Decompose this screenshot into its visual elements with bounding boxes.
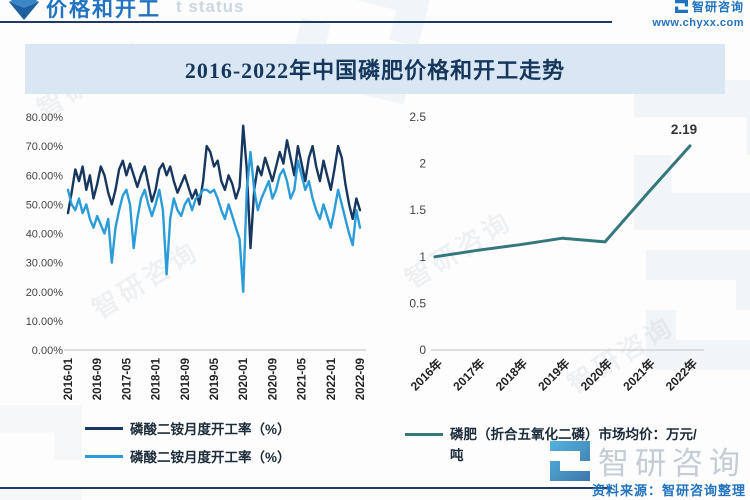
- svg-text:2019年: 2019年: [535, 356, 573, 394]
- svg-text:20.00%: 20.00%: [26, 287, 64, 299]
- left-chart-legend: 磷酸二铵月度开工率（%） 磷酸二铵月度开工率（%）: [85, 414, 291, 470]
- svg-text:2016年: 2016年: [407, 356, 445, 394]
- svg-text:2017-05: 2017-05: [121, 357, 133, 400]
- legend-line-teal: [405, 433, 443, 436]
- footer-brand: 智研咨询: [550, 438, 746, 483]
- svg-text:2017年: 2017年: [450, 356, 488, 394]
- svg-text:2022-01: 2022-01: [326, 357, 338, 400]
- right-chart-legend: 磷肥（折合五氧化二磷）市场均价：万元/吨: [405, 424, 705, 466]
- svg-text:0.00%: 0.00%: [32, 345, 63, 357]
- svg-text:2021年: 2021年: [620, 356, 658, 394]
- source-note: 资料来源：智研咨询整理: [591, 483, 746, 498]
- svg-text:2019-05: 2019-05: [209, 357, 221, 400]
- svg-text:2021-05: 2021-05: [297, 357, 309, 400]
- brand-site-link[interactable]: www.chyxx.com: [652, 17, 744, 29]
- svg-text:2020-01: 2020-01: [238, 357, 250, 400]
- section-diamond-icon: [9, 0, 39, 20]
- chart-main-title: 2016-2022年中国磷肥价格和开工走势: [184, 58, 566, 83]
- svg-text:2022-09: 2022-09: [355, 358, 367, 400]
- legend-label: 磷肥（折合五氧化二磷）市场均价：万元/吨: [450, 427, 697, 463]
- header-rule: [0, 21, 612, 23]
- svg-text:2016-09: 2016-09: [92, 358, 104, 400]
- legend-item: 磷酸二铵月度开工率（%）: [85, 414, 291, 442]
- svg-text:2: 2: [419, 157, 426, 171]
- svg-text:2018-09: 2018-09: [180, 358, 192, 400]
- svg-text:50.00%: 50.00%: [26, 199, 64, 211]
- footer-rule: [0, 487, 612, 489]
- svg-text:2018-01: 2018-01: [151, 357, 163, 400]
- svg-text:10.00%: 10.00%: [26, 316, 64, 328]
- legend-line-dark: [85, 426, 123, 430]
- svg-text:2020-09: 2020-09: [267, 358, 279, 400]
- svg-text:70.00%: 70.00%: [26, 141, 64, 153]
- legend-line-light: [85, 454, 123, 458]
- operating-rate-line-chart: 0.00% 10.00% 20.00% 30.00% 40.00% 50.00% 60.00…: [26, 112, 367, 400]
- svg-text:80.00%: 80.00%: [26, 112, 64, 124]
- svg-text:2016-01: 2016-01: [63, 357, 75, 400]
- svg-text:2.19: 2.19: [671, 122, 697, 137]
- svg-text:40.00%: 40.00%: [26, 229, 64, 241]
- svg-text:1.5: 1.5: [409, 203, 426, 217]
- header-ghost-text: t status: [176, 0, 245, 16]
- brand-logo-icon: [550, 440, 590, 481]
- svg-text:60.00%: 60.00%: [26, 170, 64, 182]
- svg-text:30.00%: 30.00%: [26, 258, 64, 270]
- svg-text:0.5: 0.5: [409, 296, 426, 310]
- svg-text:2020年: 2020年: [577, 356, 615, 394]
- title-band: 2016-2022年中国磷肥价格和开工走势: [25, 44, 725, 94]
- legend-label: 磷酸二铵月度开工率（%）: [130, 450, 291, 465]
- svg-text:2.5: 2.5: [409, 110, 426, 124]
- header-brand: 智研咨询 www.chyxx.com: [652, 0, 744, 29]
- svg-text:2018年: 2018年: [492, 356, 530, 394]
- legend-label: 磷酸二铵月度开工率（%）: [130, 422, 291, 437]
- svg-text:0: 0: [419, 343, 426, 357]
- svg-text:2022年: 2022年: [662, 356, 700, 394]
- brand-logo-icon: [674, 0, 688, 13]
- section-title: 价格和开工: [46, 0, 161, 21]
- svg-text:1: 1: [419, 250, 426, 264]
- brand-name: 智研咨询: [691, 0, 744, 14]
- footer-brand-name: 智研咨询: [598, 446, 746, 481]
- watermark-logo-icon: [0, 405, 82, 500]
- legend-item: 磷酸二铵月度开工率（%）: [85, 442, 291, 470]
